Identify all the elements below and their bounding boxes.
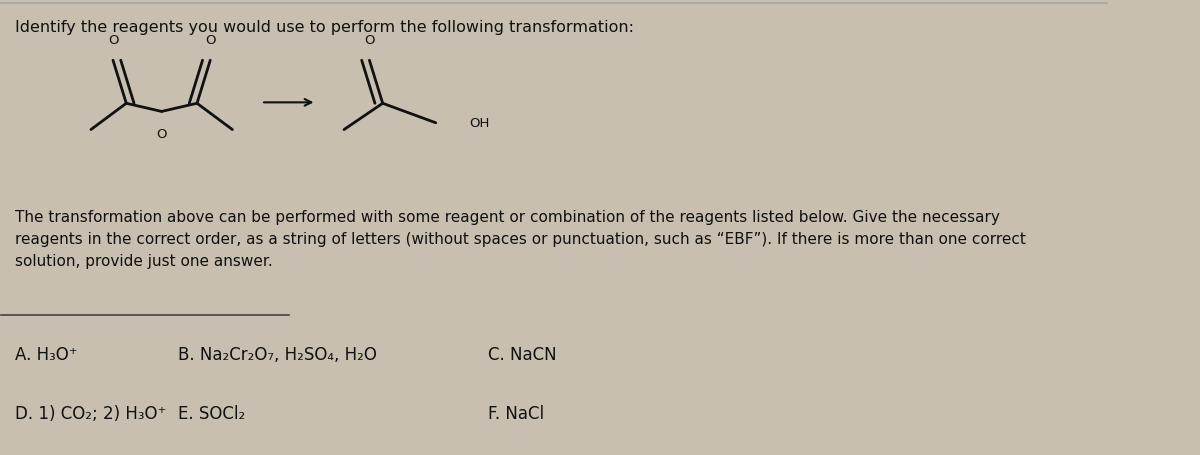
Text: O: O — [364, 34, 374, 47]
Text: D. 1) CO₂; 2) H₃O⁺: D. 1) CO₂; 2) H₃O⁺ — [14, 404, 166, 422]
Text: O: O — [108, 34, 119, 47]
Text: O: O — [205, 34, 216, 47]
Text: O: O — [156, 127, 167, 141]
Text: F. NaCl: F. NaCl — [487, 404, 544, 422]
Text: A. H₃O⁺: A. H₃O⁺ — [14, 345, 77, 363]
Text: C. NaCN: C. NaCN — [487, 345, 557, 363]
Text: B. Na₂Cr₂O₇, H₂SO₄, H₂O: B. Na₂Cr₂O₇, H₂SO₄, H₂O — [179, 345, 377, 363]
Text: Identify the reagents you would use to perform the following transformation:: Identify the reagents you would use to p… — [14, 20, 634, 35]
Text: The transformation above can be performed with some reagent or combination of th: The transformation above can be performe… — [14, 209, 1026, 269]
Text: E. SOCl₂: E. SOCl₂ — [179, 404, 246, 422]
Text: OH: OH — [469, 117, 490, 130]
